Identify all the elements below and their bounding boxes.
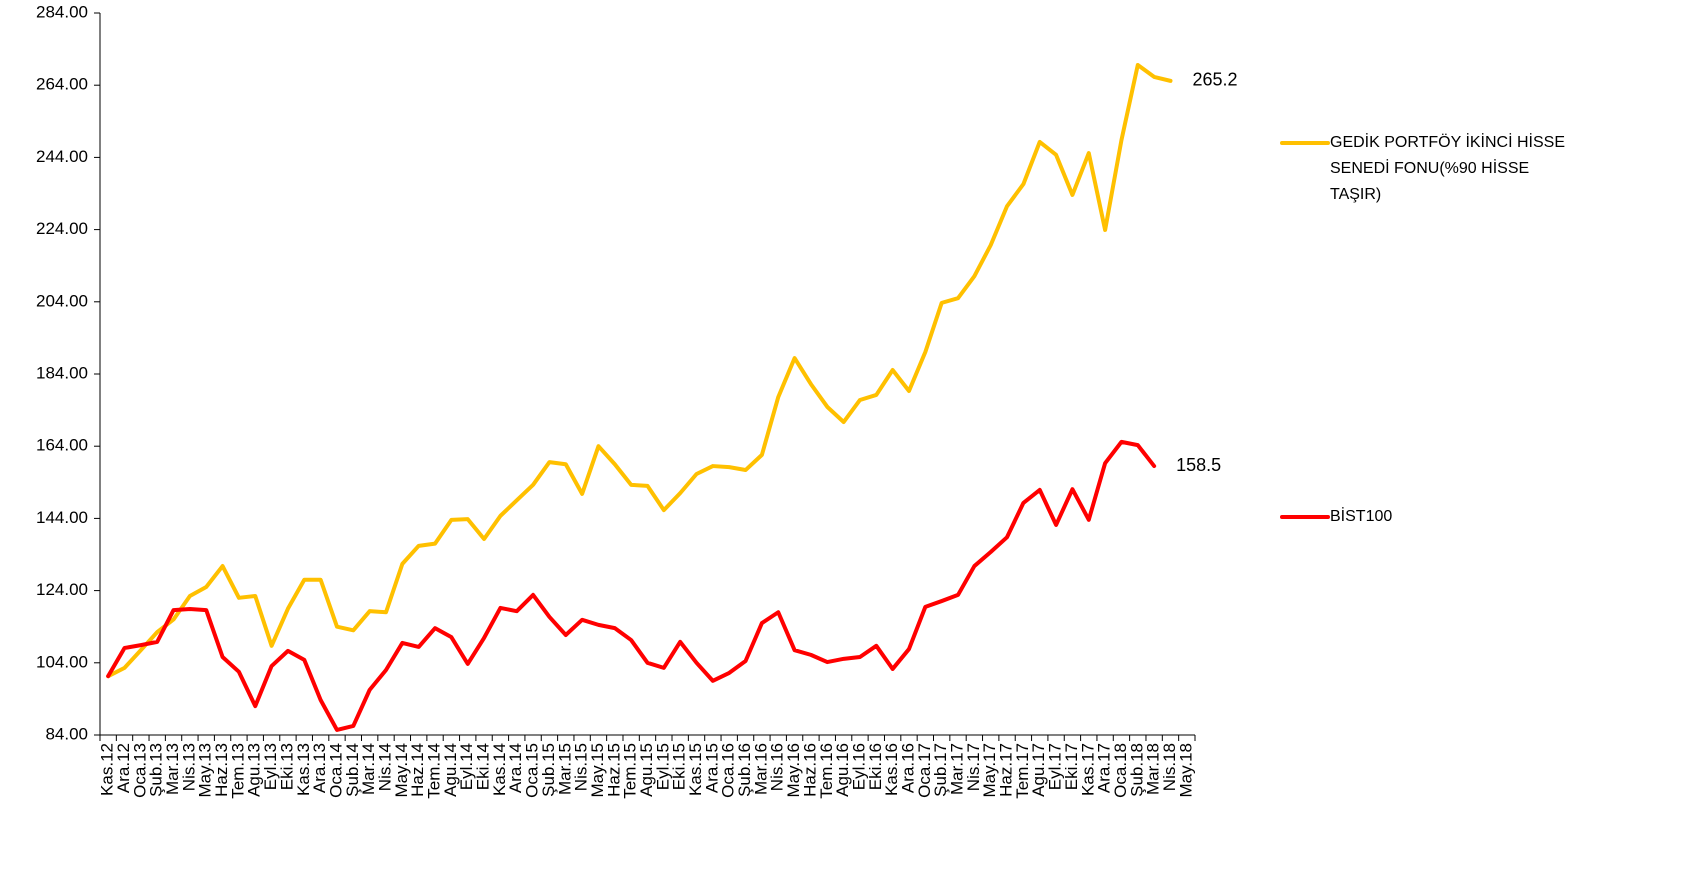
value-label: 158.5 xyxy=(1176,455,1221,475)
x-tick-label: Oca.14 xyxy=(326,743,345,798)
x-tick-label: Eki.13 xyxy=(277,743,296,790)
x-tick-label: May.14 xyxy=(392,743,411,798)
y-tick-label: 284.00 xyxy=(36,2,88,21)
x-tick-label: Nis.18 xyxy=(1160,743,1179,791)
x-tick-label: Oca.17 xyxy=(915,743,934,798)
x-tick-label: Tem.14 xyxy=(425,743,444,799)
x-tick-label: Kas.15 xyxy=(686,743,705,796)
x-tick-label: Ara.13 xyxy=(310,743,329,793)
x-tick-label: Nis.16 xyxy=(768,743,787,791)
y-tick-label: 224.00 xyxy=(36,219,88,238)
y-tick-label: 144.00 xyxy=(36,508,88,527)
x-tick-label: Haz.16 xyxy=(800,743,819,797)
x-tick-label: Kas.13 xyxy=(294,743,313,796)
y-tick-label: 204.00 xyxy=(36,291,88,310)
x-tick-label: Tem.16 xyxy=(817,743,836,799)
x-tick-label: Şub.18 xyxy=(1127,743,1146,797)
x-tick-label: Kas.14 xyxy=(490,743,509,796)
x-tick-label: Oca.15 xyxy=(523,743,542,798)
x-tick-label: Nis.13 xyxy=(179,743,198,791)
x-tick-label: Eki.15 xyxy=(670,743,689,790)
x-tick-label: Agu.16 xyxy=(833,743,852,797)
value-label: 265.2 xyxy=(1192,70,1237,90)
x-tick-label: Şub.15 xyxy=(539,743,558,797)
x-tick-label: Oca.16 xyxy=(719,743,738,798)
x-tick-label: Eyl.15 xyxy=(653,743,672,790)
series-line xyxy=(106,439,1157,732)
x-tick-label: Nis.17 xyxy=(964,743,983,791)
x-tick-label: Kas.17 xyxy=(1078,743,1097,796)
x-tick-label: Tem.17 xyxy=(1013,743,1032,799)
x-tick-label: Eki.14 xyxy=(474,743,493,790)
x-tick-label: Eyl.13 xyxy=(261,743,280,790)
x-tick-label: Mar.13 xyxy=(163,743,182,795)
x-tick-label: Nis.15 xyxy=(572,743,591,791)
x-tick-label: Eyl.16 xyxy=(849,743,868,790)
x-tick-label: Agu.13 xyxy=(245,743,264,797)
x-tick-label: Kas.16 xyxy=(882,743,901,796)
x-tick-label: Ara.16 xyxy=(898,743,917,793)
legend-label: GEDİK PORTFÖY İKİNCİ HİSSE SENEDİ FONU(%… xyxy=(1330,134,1566,203)
x-tick-label: May.16 xyxy=(784,743,803,798)
x-tick-label: Ara.17 xyxy=(1095,743,1114,793)
x-tick-label: Ara.12 xyxy=(114,743,133,793)
x-tick-label: Kas.12 xyxy=(98,743,117,796)
x-tick-label: Eki.17 xyxy=(1062,743,1081,790)
x-tick-label: Oca.13 xyxy=(130,743,149,798)
x-tick-label: Mar.18 xyxy=(1144,743,1163,795)
x-tick-label: Eki.16 xyxy=(866,743,885,790)
x-tick-label: Tem.15 xyxy=(621,743,640,799)
x-tick-label: May.18 xyxy=(1176,743,1195,798)
x-tick-label: Şub.13 xyxy=(147,743,166,797)
x-tick-label: May.15 xyxy=(588,743,607,798)
y-tick-label: 244.00 xyxy=(36,147,88,166)
x-tick-label: Ara.15 xyxy=(702,743,721,793)
y-tick-label: 264.00 xyxy=(36,75,88,94)
x-tick-label: Haz.15 xyxy=(604,743,623,797)
x-tick-label: Ara.14 xyxy=(506,743,525,793)
x-tick-label: Agu.14 xyxy=(441,743,460,797)
x-tick-label: Mar.14 xyxy=(359,743,378,795)
x-tick-label: Tem.13 xyxy=(228,743,247,799)
x-tick-label: Agu.15 xyxy=(637,743,656,797)
x-tick-label: Mar.16 xyxy=(751,743,770,795)
y-tick-label: 184.00 xyxy=(36,363,88,382)
y-tick-label: 104.00 xyxy=(36,652,88,671)
legend-label: BİST100 xyxy=(1330,508,1393,525)
x-tick-label: May.17 xyxy=(980,743,999,798)
x-tick-label: Haz.14 xyxy=(408,743,427,797)
x-tick-label: Oca.18 xyxy=(1111,743,1130,798)
series-line xyxy=(106,62,1173,679)
x-tick-label: Mar.15 xyxy=(555,743,574,795)
x-tick-label: May.13 xyxy=(196,743,215,798)
x-tick-label: Nis.14 xyxy=(375,743,394,791)
x-tick-label: Şub.17 xyxy=(931,743,950,797)
x-tick-label: Eyl.17 xyxy=(1046,743,1065,790)
y-tick-label: 84.00 xyxy=(45,724,88,743)
x-tick-label: Agu.17 xyxy=(1029,743,1048,797)
x-tick-label: Şub.16 xyxy=(735,743,754,797)
x-tick-label: Eyl.14 xyxy=(457,743,476,790)
x-tick-label: Haz.17 xyxy=(997,743,1016,797)
x-tick-label: Haz.13 xyxy=(212,743,231,797)
y-tick-label: 164.00 xyxy=(36,436,88,455)
y-tick-label: 124.00 xyxy=(36,580,88,599)
x-tick-label: Şub.14 xyxy=(343,743,362,797)
x-tick-label: Mar.17 xyxy=(948,743,967,795)
